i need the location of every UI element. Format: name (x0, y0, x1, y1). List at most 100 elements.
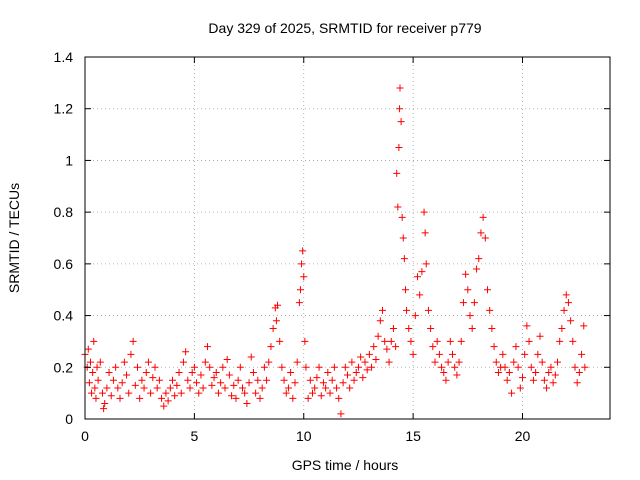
data-point (274, 301, 281, 309)
data-point (162, 389, 170, 397)
data-point (556, 337, 564, 345)
y-tick-label: 0 (65, 411, 73, 427)
data-point (421, 229, 429, 237)
data-point (573, 379, 581, 387)
data-point (501, 363, 509, 371)
y-tick-label: 0.4 (54, 308, 74, 324)
data-point (348, 358, 356, 366)
data-point (578, 350, 586, 358)
data-point (397, 118, 405, 126)
data-point (258, 384, 266, 392)
data-point (551, 371, 559, 379)
data-point (319, 379, 327, 387)
data-point (473, 265, 481, 273)
data-point (293, 358, 301, 366)
data-point (96, 358, 104, 366)
data-point (278, 363, 286, 371)
data-point (440, 368, 448, 376)
data-point (395, 144, 403, 151)
data-point (536, 332, 544, 340)
data-point (564, 299, 572, 307)
data-point (267, 343, 275, 351)
data-point (109, 376, 117, 384)
data-point (252, 389, 260, 397)
data-point (341, 363, 349, 371)
data-point (558, 325, 566, 332)
data-point (295, 299, 303, 307)
data-point (328, 376, 336, 384)
data-point (459, 299, 467, 307)
data-point (291, 379, 299, 387)
data-point (470, 299, 478, 307)
data-point (149, 374, 157, 382)
data-point (269, 325, 277, 332)
data-point (287, 368, 295, 376)
data-point (521, 350, 529, 358)
data-point (254, 376, 262, 384)
data-point (427, 325, 435, 332)
data-point (492, 358, 500, 366)
data-point (173, 381, 181, 389)
data-point (505, 368, 513, 376)
data-point (575, 368, 583, 376)
data-point (424, 306, 432, 314)
data-point (547, 363, 555, 371)
data-point (479, 213, 487, 221)
data-point (449, 350, 456, 358)
data-point (523, 322, 531, 330)
data-point (171, 392, 179, 400)
data-point (540, 376, 548, 384)
data-point (379, 306, 386, 314)
data-point (399, 234, 407, 242)
data-point (197, 371, 205, 379)
data-point (442, 376, 450, 384)
data-point (405, 325, 413, 332)
data-point (265, 358, 273, 366)
data-point (89, 368, 97, 376)
data-point (300, 273, 308, 281)
data-point (212, 368, 220, 376)
data-point (519, 374, 526, 382)
data-point (282, 389, 290, 397)
data-point (554, 358, 561, 366)
x-axis-label: GPS time / hours (292, 457, 399, 473)
x-tick-label: 0 (81, 428, 89, 444)
data-point (418, 268, 426, 276)
data-point (99, 389, 106, 397)
data-point (381, 337, 389, 345)
data-point (538, 358, 546, 366)
data-point (361, 358, 369, 366)
data-point (186, 384, 194, 392)
y-tick-label: 0.8 (54, 204, 74, 220)
data-point (175, 368, 183, 376)
data-point (151, 363, 159, 371)
data-point (571, 363, 579, 371)
data-point (100, 405, 108, 413)
data-point (90, 337, 98, 345)
data-point (354, 363, 362, 371)
data-point (160, 402, 168, 410)
data-point (549, 379, 557, 387)
data-point (247, 353, 255, 361)
data-point (263, 376, 271, 384)
data-point (512, 343, 520, 351)
data-point (411, 312, 419, 320)
data-point (142, 368, 150, 376)
data-point (409, 350, 417, 358)
data-point (289, 394, 297, 402)
data-point (433, 337, 441, 345)
data-point (525, 337, 533, 345)
data-point (219, 363, 227, 371)
data-point (422, 260, 430, 268)
data-point (339, 379, 347, 387)
data-point (488, 325, 496, 332)
data-point (225, 371, 233, 379)
data-point (123, 371, 131, 379)
data-point (299, 247, 307, 255)
data-point (330, 363, 338, 371)
data-point (562, 291, 570, 299)
data-point (567, 317, 575, 325)
data-point (326, 389, 334, 397)
x-tick-label: 15 (405, 428, 421, 444)
data-point (532, 368, 540, 376)
